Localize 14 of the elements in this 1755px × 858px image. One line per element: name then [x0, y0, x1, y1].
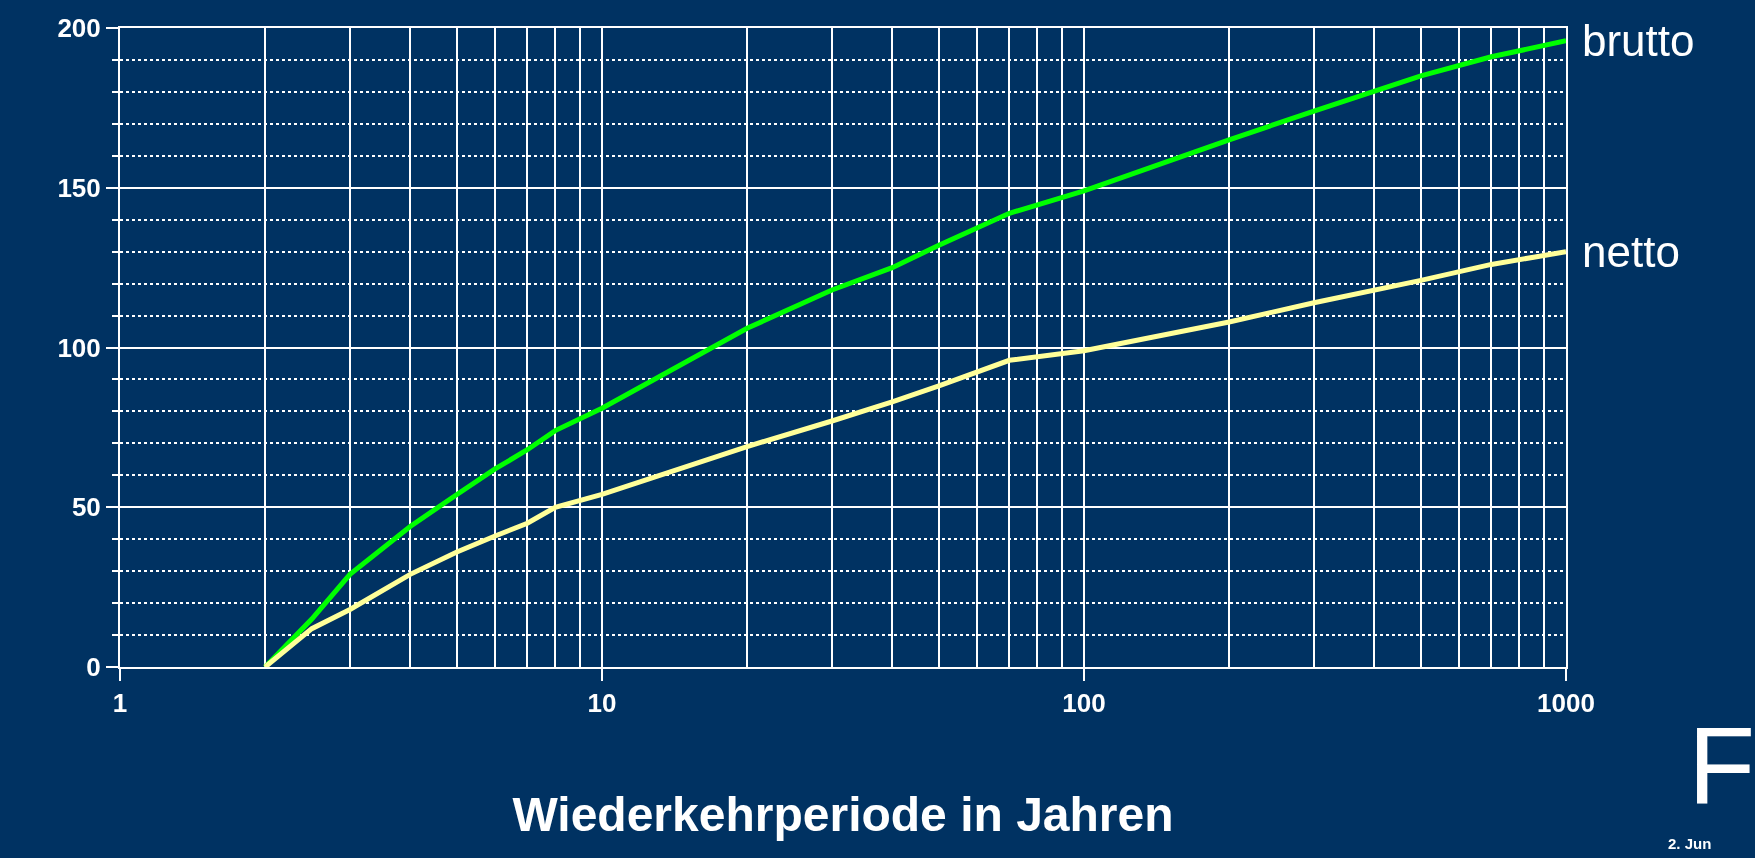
x-axis-title: Wiederkehrperiode in Jahren	[512, 787, 1174, 841]
x-tick-label: 100	[1062, 688, 1106, 719]
series-label: netto	[1582, 227, 1680, 276]
y-tick-label: 200	[57, 13, 101, 44]
x-tick-label: 1	[112, 688, 128, 719]
x-tick-label: 1000	[1537, 688, 1595, 719]
y-tick-label: 0	[86, 652, 101, 683]
x-tick-label: 10	[587, 688, 617, 719]
series-label: brutto	[1582, 16, 1695, 65]
text: F	[1688, 704, 1755, 827]
text: 2. Jun	[1668, 835, 1712, 852]
y-tick-label: 150	[57, 172, 101, 203]
y-tick-label: 100	[57, 332, 101, 363]
y-tick-label: 50	[71, 492, 101, 523]
